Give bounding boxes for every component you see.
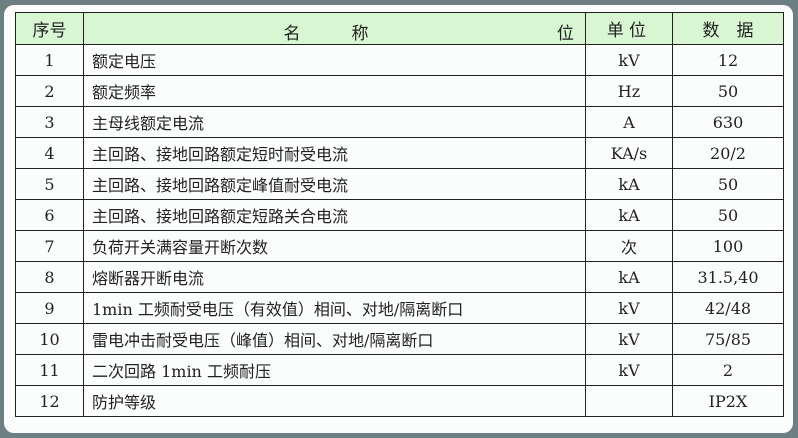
cell-unit: Hz [585,75,673,107]
cell-value: 100 [672,230,784,262]
header-row: 序号 名 称 位 单位 数 据 [15,12,784,45]
cell-value: 50 [672,75,784,107]
specs-table: 序号 名 称 位 单位 数 据 1 额定电压 kV 12 2 额定频率 Hz 50 3 主母线额定… [15,12,784,417]
cell-name: 额定电压 [83,44,586,76]
cell-unit: KA/s [585,137,673,169]
table-row: 12 防护等级 IP2X [15,385,784,417]
cell-unit: kV [585,292,673,324]
cell-index: 9 [15,292,84,324]
cell-index: 4 [15,137,84,169]
cell-value: 20/2 [672,137,784,169]
table-row: 6 主回路、接地回路额定短路关合电流 kA 50 [15,199,784,231]
cell-name: 主回路、接地回路额定短路关合电流 [83,199,586,231]
cell-unit: A [585,106,673,138]
cell-name: 主回路、接地回路额定短时耐受电流 [83,137,586,169]
cell-index: 7 [15,230,84,262]
cell-value: 630 [672,106,784,138]
table-row: 7 负荷开关满容量开断次数次 100 [15,230,784,262]
cell-value: 75/85 [672,323,784,355]
cell-name: 雷电冲击耐受电压（峰值）相间、对地/隔离断口 [83,323,586,355]
cell-index: 8 [15,261,84,293]
cell-unit: kV [585,44,673,76]
table-row: 1 额定电压 kV 12 [15,44,784,76]
table-row: 11 二次回路 1min 工频耐压 kV 2 [15,354,784,386]
table-row: 10 雷电冲击耐受电压（峰值）相间、对地/隔离断口 kV 75/85 [15,323,784,355]
cell-name: 熔断器开断电流 [83,261,586,293]
cell-name: 负荷开关满容量开断次数 [83,230,586,262]
cell-value: 50 [672,199,784,231]
cell-index: 12 [15,385,84,417]
cell-value: 50 [672,168,784,200]
cell-unit: kA [585,199,673,231]
table-row: 5 主回路、接地回路额定峰值耐受电流 kA 50 [15,168,784,200]
cell-index: 3 [15,106,84,138]
table-row: 2 额定频率 Hz 50 [15,75,784,107]
cell-value: 12 [672,44,784,76]
cell-index: 1 [15,44,84,76]
cell-name: 额定频率 [83,75,586,107]
cell-index: 10 [15,323,84,355]
cell-index: 11 [15,354,84,386]
table-row: 8 熔断器开断电流 kA 31.5,40 [15,261,784,293]
cell-unit: kV [585,323,673,355]
cell-index: 6 [15,199,84,231]
cell-index: 2 [15,75,84,107]
cell-unit: kV [585,354,673,386]
cell-unit: kA [585,168,673,200]
cell-index: 5 [15,168,84,200]
header-name-extra: 位 [556,24,579,44]
cell-value: 2 [672,354,784,386]
cell-name: 防护等级 [83,385,586,417]
table-row: 9 1min 工频耐受电压（有效值）相间、对地/隔离断口 kV 42/48 [15,292,784,324]
cell-name: 二次回路 1min 工频耐压 [83,354,586,386]
cell-name: 主回路、接地回路额定峰值耐受电流 [83,168,586,200]
cell-value: IP2X [672,385,784,417]
header-unit: 单位 [585,12,673,45]
table-row: 3 主母线额定电流 A 630 [15,106,784,138]
cell-value: 31.5,40 [672,261,784,293]
cell-unit: 次 [585,230,673,262]
cell-value: 42/48 [672,292,784,324]
cell-unit: kA [585,261,673,293]
table-row: 4 主回路、接地回路额定短时耐受电流 KA/s 20/2 [15,137,784,169]
header-name: 名 称 位 [83,12,586,45]
header-name-label: 名 称 [283,24,386,44]
header-value: 数 据 [672,12,784,45]
cell-name: 1min 工频耐受电压（有效值）相间、对地/隔离断口 [83,292,586,324]
cell-name: 主母线额定电流 [83,106,586,138]
cell-unit [585,385,673,417]
header-index: 序号 [15,12,84,45]
